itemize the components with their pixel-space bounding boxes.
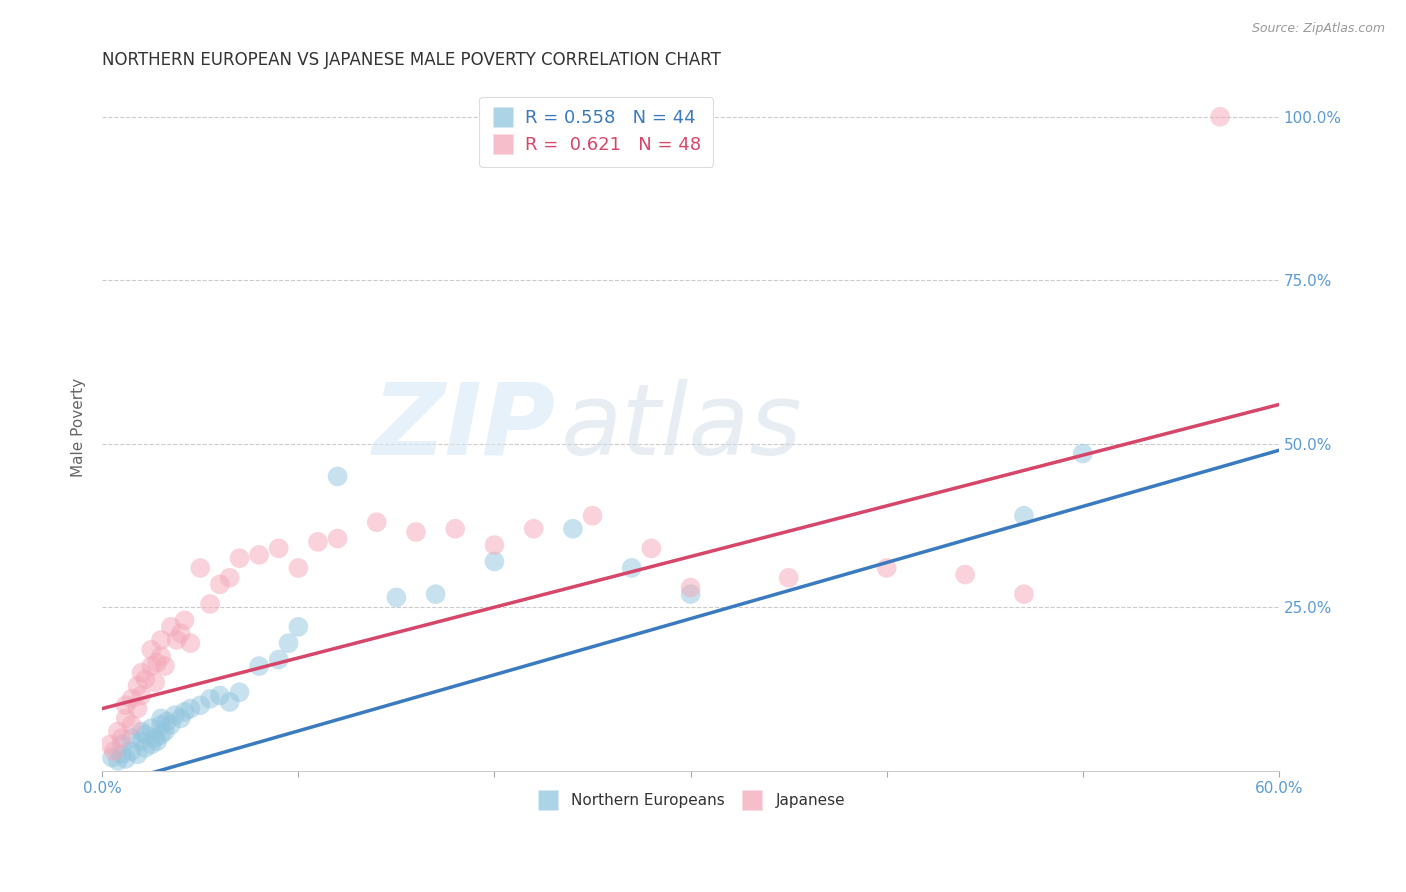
Point (198, 597, 221, 611)
Point (146, 734, 169, 748)
Point (1209, 110, 1232, 124)
Point (307, 534, 329, 549)
Point (484, 538, 506, 552)
Point (131, 665, 153, 680)
Point (385, 591, 408, 605)
Point (173, 705, 195, 719)
Point (121, 691, 143, 706)
Point (326, 469, 349, 483)
Point (153, 659, 176, 673)
Point (444, 522, 467, 536)
Point (173, 613, 195, 627)
Point (107, 754, 129, 768)
Point (111, 738, 134, 752)
Point (134, 728, 156, 742)
Point (169, 711, 191, 725)
Point (267, 652, 290, 666)
Point (121, 731, 143, 745)
Point (778, 571, 800, 585)
Point (188, 698, 211, 713)
Point (405, 524, 427, 539)
Point (150, 711, 173, 725)
Text: NORTHERN EUROPEAN VS JAPANESE MALE POVERTY CORRELATION CHART: NORTHERN EUROPEAN VS JAPANESE MALE POVER… (103, 51, 721, 69)
Point (1012, 508, 1035, 523)
Point (228, 551, 250, 566)
Point (121, 744, 143, 758)
Point (247, 659, 270, 673)
Point (141, 738, 163, 752)
Point (166, 632, 188, 647)
Point (277, 636, 299, 650)
Point (107, 724, 129, 739)
Point (679, 581, 702, 595)
Point (484, 554, 506, 568)
Point (163, 708, 186, 723)
Point (1071, 446, 1094, 460)
Point (111, 747, 134, 762)
Point (114, 711, 136, 725)
Point (127, 747, 149, 762)
Point (153, 724, 176, 739)
Point (267, 541, 290, 556)
Text: atlas: atlas (561, 379, 803, 476)
Point (98, 738, 121, 752)
Point (150, 649, 173, 664)
Point (143, 731, 166, 745)
Point (953, 567, 976, 582)
Point (141, 642, 163, 657)
Point (1012, 587, 1035, 601)
Point (228, 685, 250, 699)
Point (581, 508, 603, 523)
Point (287, 620, 309, 634)
Point (208, 689, 231, 703)
Point (366, 515, 388, 529)
Point (131, 734, 153, 748)
Point (160, 718, 183, 732)
Point (287, 561, 309, 575)
Legend: Northern Europeans, Japanese: Northern Europeans, Japanese (530, 788, 851, 814)
Point (169, 626, 191, 640)
Point (188, 561, 211, 575)
Point (134, 672, 156, 686)
Point (150, 728, 173, 742)
Point (101, 750, 124, 764)
Point (141, 659, 163, 673)
Point (561, 522, 583, 536)
Y-axis label: Male Poverty: Male Poverty (72, 378, 86, 477)
Point (208, 577, 231, 591)
Text: Source: ZipAtlas.com: Source: ZipAtlas.com (1251, 22, 1385, 36)
Point (247, 548, 270, 562)
Point (160, 620, 183, 634)
Point (620, 561, 643, 575)
Point (141, 721, 163, 735)
Point (131, 689, 153, 703)
Point (198, 691, 221, 706)
Point (146, 656, 169, 670)
Point (143, 675, 166, 690)
Point (218, 571, 240, 585)
Point (326, 532, 349, 546)
Point (150, 718, 173, 732)
Text: ZIP: ZIP (373, 379, 555, 476)
Point (103, 744, 125, 758)
Point (425, 587, 447, 601)
Point (179, 636, 201, 650)
Point (179, 701, 201, 715)
Point (114, 752, 136, 766)
Point (114, 698, 136, 713)
Point (127, 679, 149, 693)
Point (640, 541, 662, 556)
Point (121, 718, 143, 732)
Point (131, 724, 153, 739)
Point (127, 701, 149, 715)
Point (150, 632, 173, 647)
Point (134, 740, 156, 755)
Point (679, 587, 702, 601)
Point (111, 731, 134, 745)
Point (523, 522, 546, 536)
Point (156, 714, 179, 729)
Point (218, 695, 240, 709)
Point (876, 561, 898, 575)
